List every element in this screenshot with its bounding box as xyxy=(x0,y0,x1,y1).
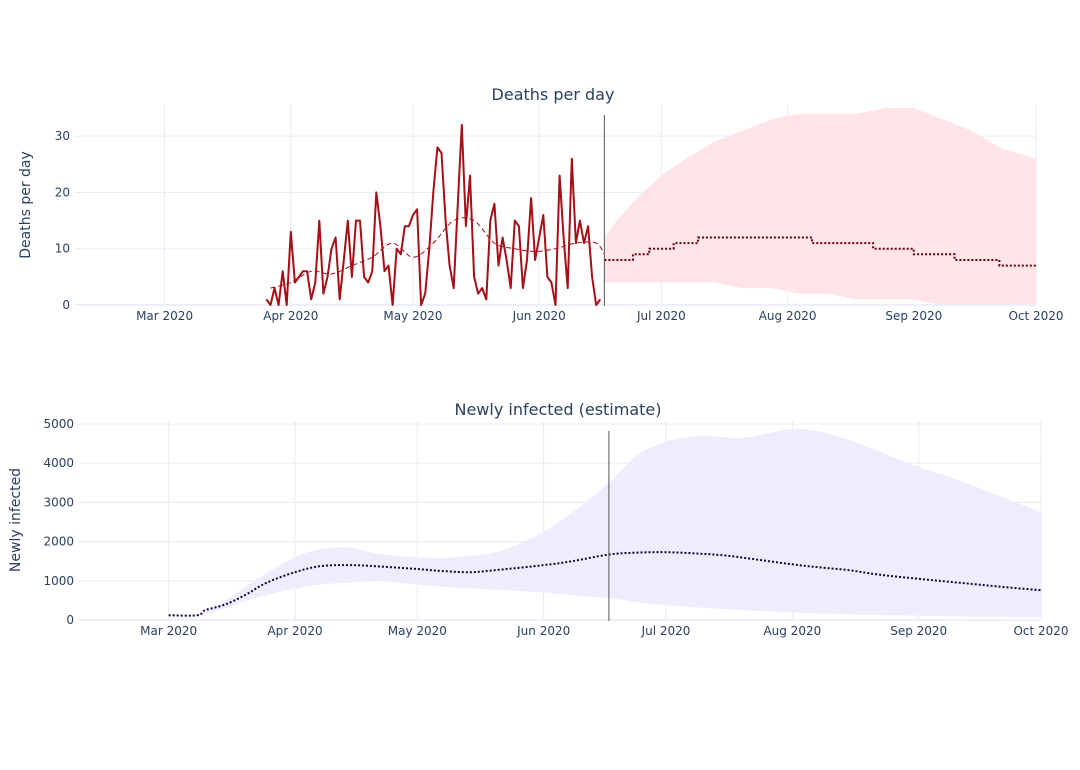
infected-chart-title: Newly infected (estimate) xyxy=(454,400,661,419)
infected-x-tick-label: May 2020 xyxy=(388,624,447,638)
infected-x-tick-label: Oct 2020 xyxy=(1013,624,1068,638)
deaths-chart: 0 10 20 30 Mar 2020 Apr 2020 May 2020 Jun 2020… xyxy=(18,85,1064,323)
deaths-y-tick-label: 0 xyxy=(62,298,70,312)
deaths-x-tick-labels: Mar 2020 Apr 2020 May 2020 Jun 2020 Jul 2020… xyxy=(136,309,1063,323)
deaths-x-tick-label: May 2020 xyxy=(383,309,442,323)
deaths-x-tick-label: Jun 2020 xyxy=(512,309,566,323)
infected-estimate-line xyxy=(168,551,1042,617)
deaths-y-tick-label: 30 xyxy=(55,129,70,143)
infected-y-tick-label: 3000 xyxy=(43,495,74,509)
deaths-y-tick-label: 20 xyxy=(55,185,70,199)
infected-x-tick-label: Sep 2020 xyxy=(890,624,947,638)
deaths-forecast-line xyxy=(604,236,1036,267)
infected-y-tick-label: 2000 xyxy=(43,535,74,549)
deaths-rolling-average-line xyxy=(270,217,605,289)
infected-y-tick-label: 5000 xyxy=(43,417,74,431)
deaths-x-tick-label: Mar 2020 xyxy=(136,309,193,323)
infected-x-tick-label: Mar 2020 xyxy=(140,624,197,638)
infected-y-tick-label: 4000 xyxy=(43,456,74,470)
infected-x-tick-labels: Mar 2020 Apr 2020 May 2020 Jun 2020 Jul 2020… xyxy=(140,624,1068,638)
deaths-x-tick-label: Jul 2020 xyxy=(636,309,686,323)
infected-x-tick-label: Jun 2020 xyxy=(516,624,570,638)
infected-x-tick-label: Apr 2020 xyxy=(267,624,322,638)
deaths-x-tick-label: Oct 2020 xyxy=(1008,309,1063,323)
deaths-y-tick-label: 10 xyxy=(55,242,70,256)
infected-y-tick-label: 1000 xyxy=(43,574,74,588)
deaths-y-axis-title: Deaths per day xyxy=(18,151,34,259)
infected-uncertainty-band xyxy=(168,428,1041,618)
deaths-chart-title: Deaths per day xyxy=(492,85,615,104)
infected-y-tick-labels: 0 1000 2000 3000 4000 5000 xyxy=(43,417,74,627)
infected-x-tick-label: Aug 2020 xyxy=(763,624,821,638)
deaths-x-tick-label: Aug 2020 xyxy=(759,309,817,323)
deaths-y-tick-labels: 0 10 20 30 xyxy=(55,129,70,312)
infected-x-tick-label: Jul 2020 xyxy=(641,624,691,638)
deaths-x-tick-label: Sep 2020 xyxy=(885,309,942,323)
infected-y-axis-title: Newly infected xyxy=(8,468,24,572)
infected-y-tick-label: 0 xyxy=(66,613,74,627)
deaths-forecast-band xyxy=(604,108,1036,305)
deaths-x-tick-label: Apr 2020 xyxy=(263,309,318,323)
deaths-observed-line xyxy=(265,123,602,306)
